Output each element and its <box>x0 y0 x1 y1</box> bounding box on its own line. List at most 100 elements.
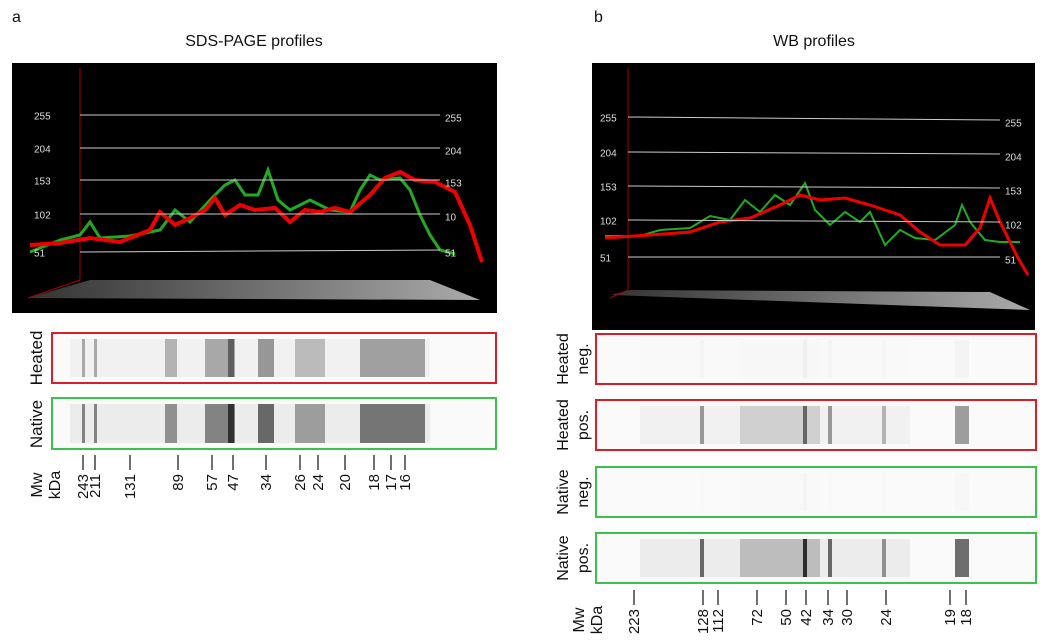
grid-line <box>79 249 441 253</box>
marker-label: 34 <box>820 609 837 626</box>
profile-3d-box <box>592 63 1035 330</box>
panel-title: WB profiles <box>773 33 855 50</box>
gel-band <box>640 406 910 444</box>
gel-band <box>82 339 85 377</box>
gel-band <box>82 404 85 443</box>
gel-band <box>165 404 177 443</box>
tick-label: 153 <box>600 183 617 194</box>
marker-label: 223 <box>626 609 643 634</box>
gel-band <box>700 473 704 511</box>
tick-label: 153 <box>445 179 462 190</box>
gel-lane <box>595 333 1037 385</box>
grid-line <box>627 116 1001 121</box>
tick-label: 153 <box>34 177 51 188</box>
marker-label: 19 <box>942 609 959 626</box>
tick-label: 153 <box>1005 187 1022 198</box>
grid-line <box>627 185 1001 189</box>
lane-label: Heated <box>27 331 46 386</box>
tick-label: 102 <box>34 211 51 222</box>
tick-label: 102 <box>1005 221 1022 232</box>
marker-label: 57 <box>204 474 221 491</box>
marker-label: 72 <box>749 609 766 626</box>
gel-band <box>360 404 425 443</box>
marker-label: 34 <box>258 474 275 491</box>
lane-label: kDa <box>47 471 64 500</box>
marker-label: 20 <box>337 474 354 491</box>
lane-label: kDa <box>589 606 606 635</box>
tick-label: 255 <box>445 114 462 125</box>
gel-band <box>740 406 820 444</box>
gel-band <box>295 404 325 443</box>
marker-label: 17 <box>383 474 400 491</box>
gel-band <box>828 340 832 378</box>
marker-label: 243 <box>75 474 92 499</box>
lane-label: Heated <box>555 399 572 451</box>
marker-label: 131 <box>122 474 139 499</box>
tick-label: 255 <box>34 112 51 123</box>
tick-label: 51 <box>34 249 46 260</box>
gel-band <box>228 339 234 377</box>
lane-label: pos. <box>575 410 592 440</box>
lane-label: Native <box>27 400 46 448</box>
lane-label: neg. <box>575 476 592 507</box>
gel-band <box>70 339 430 377</box>
grid-line <box>627 151 1001 155</box>
gel-band <box>828 539 832 577</box>
gel-band <box>882 473 886 511</box>
gel-band <box>700 406 704 444</box>
gel-band <box>882 340 886 378</box>
heated-profile <box>29 169 484 263</box>
gel-band <box>828 473 832 511</box>
gel-band <box>700 340 704 378</box>
profile-3d-box <box>12 63 497 313</box>
gel-lane <box>595 399 1037 451</box>
tick-label: 204 <box>34 145 51 156</box>
marker-label: 26 <box>292 474 309 491</box>
gel-band <box>165 339 177 377</box>
marker-label: 211 <box>87 474 104 498</box>
gel-band <box>360 339 425 377</box>
gel-band <box>955 539 969 577</box>
native-profile <box>605 180 1020 247</box>
gel-lane <box>595 466 1037 518</box>
native-profile <box>29 165 456 256</box>
panel-title: SDS-PAGE profiles <box>185 33 323 50</box>
lane-label: Heated <box>555 333 572 385</box>
tick-label: 51 <box>600 254 612 265</box>
axis <box>27 279 81 299</box>
tick-label: 10 <box>445 213 457 224</box>
gel-band <box>205 339 235 377</box>
tick-label: 204 <box>445 147 462 158</box>
marker-label: 24 <box>878 609 895 626</box>
tick-label: 204 <box>600 149 617 160</box>
axis <box>609 289 629 299</box>
gel-band <box>740 539 820 577</box>
gel-band <box>640 539 910 577</box>
floor <box>28 280 480 300</box>
marker-label: 30 <box>839 609 856 626</box>
marker-label: 16 <box>397 474 414 491</box>
lane-label: pos. <box>575 543 592 573</box>
marker-label: 128 <box>695 609 712 634</box>
lane-label: Mw <box>29 472 46 497</box>
heated-profile <box>604 193 1030 276</box>
lane-label: Native <box>555 469 572 514</box>
gel-band <box>295 339 325 377</box>
tick-label: 204 <box>1005 153 1022 164</box>
panel-letter: a <box>12 9 21 26</box>
lane-label: Mw <box>571 607 588 632</box>
marker-label: 18 <box>366 474 383 491</box>
gel-lane <box>51 332 497 384</box>
marker-label: 42 <box>798 609 815 626</box>
panel-letter: b <box>594 9 603 26</box>
gel-band <box>803 406 807 444</box>
tick-label: 51 <box>445 249 457 260</box>
gel-band <box>803 473 807 511</box>
gel-band <box>740 473 820 511</box>
marker-label: 112 <box>710 609 727 633</box>
lane-label: neg. <box>575 343 592 374</box>
gel-band <box>94 339 97 377</box>
gel-band <box>882 406 886 444</box>
gel-band <box>258 404 274 443</box>
gel-band <box>228 404 234 443</box>
